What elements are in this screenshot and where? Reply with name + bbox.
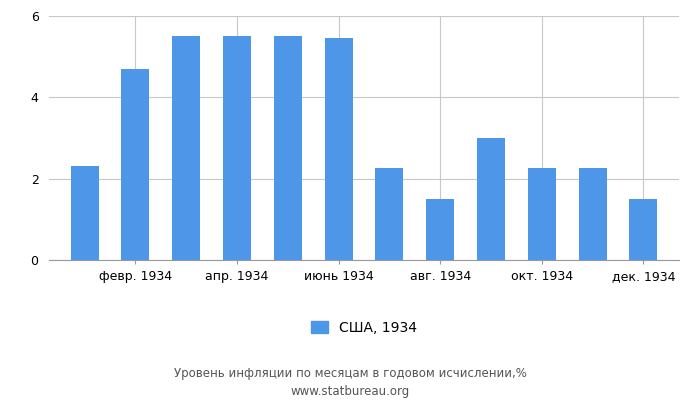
Bar xyxy=(121,69,149,260)
Text: www.statbureau.org: www.statbureau.org xyxy=(290,385,410,398)
Text: Уровень инфляции по месяцам в годовом исчислении,%: Уровень инфляции по месяцам в годовом ис… xyxy=(174,368,526,380)
Bar xyxy=(629,199,657,260)
Bar xyxy=(274,36,302,260)
Bar xyxy=(325,38,353,260)
Bar xyxy=(375,168,403,260)
Bar xyxy=(71,166,99,260)
Bar xyxy=(477,138,505,260)
Legend: США, 1934: США, 1934 xyxy=(311,321,417,335)
Bar xyxy=(426,199,454,260)
Bar xyxy=(172,36,200,260)
Bar xyxy=(528,168,556,260)
Bar xyxy=(579,168,607,260)
Bar xyxy=(223,36,251,260)
